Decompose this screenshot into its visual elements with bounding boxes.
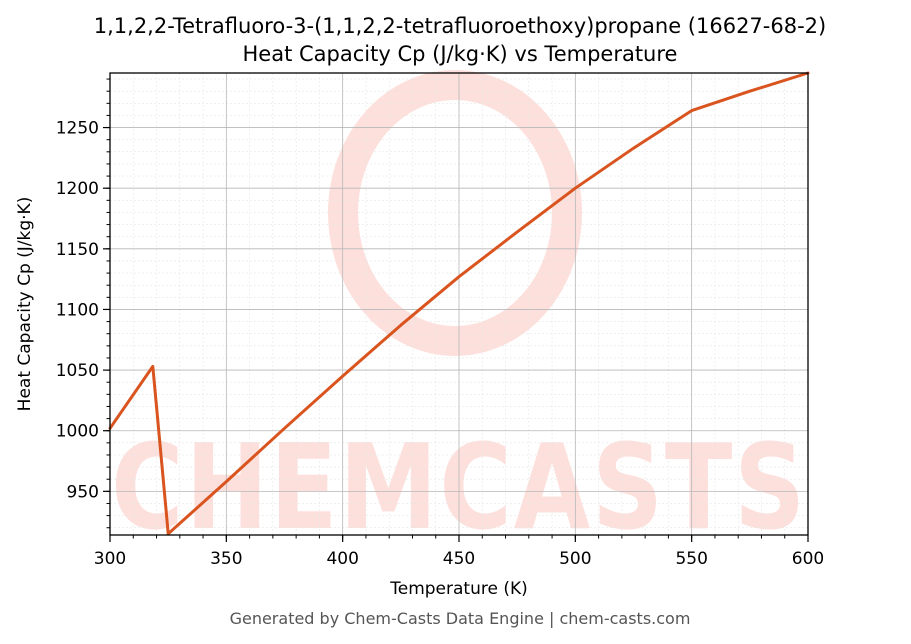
y-axis: 950 1000 1050 1100 1150 1200 1250 xyxy=(56,78,110,529)
y-tick-label: 1250 xyxy=(56,119,99,139)
x-tick-label: 450 xyxy=(443,549,475,569)
x-tick-label: 600 xyxy=(792,549,824,569)
y-tick-label: 1050 xyxy=(56,361,99,381)
series-line xyxy=(108,71,810,536)
x-tick-label: 500 xyxy=(559,549,591,569)
x-tick-label: 300 xyxy=(94,549,126,569)
chart-title-line2: Heat Capacity Cp (J/kg·K) vs Temperature xyxy=(243,42,678,66)
y-tick-label: 1000 xyxy=(56,422,99,442)
x-tick-label: 350 xyxy=(210,549,242,569)
chart-title-line1: 1,1,2,2-Tetrafluoro-3-(1,1,2,2-tetrafluo… xyxy=(94,14,826,38)
plot-area: CHEMCASTS xyxy=(108,70,810,556)
x-tick-label: 550 xyxy=(675,549,707,569)
y-tick-label: 950 xyxy=(67,482,99,502)
footer-credit: Generated by Chem-Casts Data Engine | ch… xyxy=(230,609,691,628)
x-axis-label: Temperature (K) xyxy=(389,579,528,599)
x-axis: 300 350 400 450 500 550 600 xyxy=(94,535,824,569)
x-tick-label: 400 xyxy=(326,549,358,569)
y-tick-label: 1150 xyxy=(56,240,99,260)
y-axis-label: Heat Capacity Cp (J/kg·K) xyxy=(15,197,35,412)
y-tick-label: 1200 xyxy=(56,179,99,199)
y-tick-label: 1100 xyxy=(56,300,99,320)
